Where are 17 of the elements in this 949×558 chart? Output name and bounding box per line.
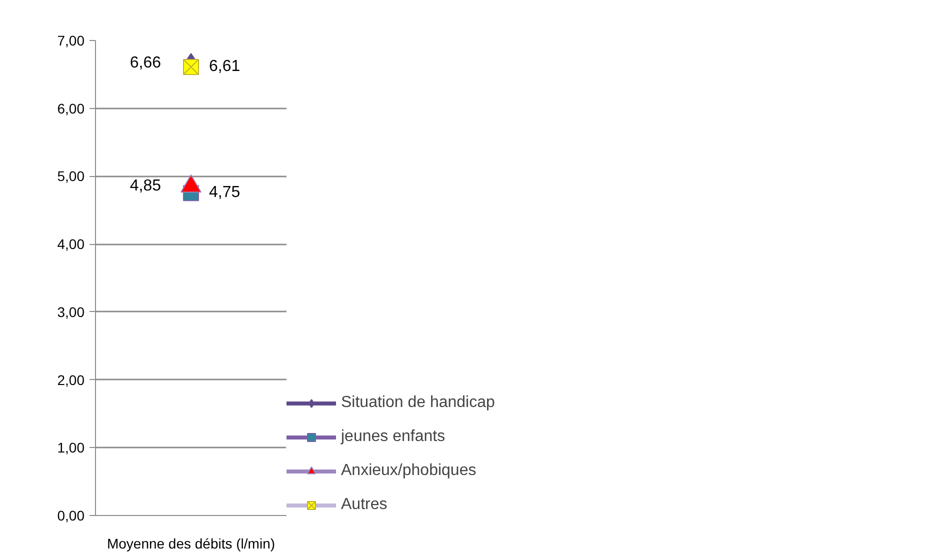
legend-label: Autres [341, 496, 388, 514]
y-tick-label: 4,00 [57, 236, 85, 252]
data-label: 4,75 [209, 184, 240, 202]
y-tick-label: 6,00 [57, 100, 85, 116]
y-tick-label: 0,00 [57, 508, 85, 524]
legend-label: jeunes enfants [341, 428, 446, 446]
data-label: 6,61 [209, 58, 240, 75]
y-tick-label: 2,00 [57, 372, 85, 388]
legend-label: Anxieux/phobiques [341, 462, 476, 480]
data-label: 4,85 [130, 177, 162, 194]
y-tick-label: 5,00 [57, 168, 85, 184]
legend-label: Situation de handicap [341, 394, 495, 412]
x-tick-label: Moyenne des débits (l/min) [106, 536, 276, 552]
data-label: 6,66 [130, 54, 162, 72]
y-tick-label: 3,00 [57, 304, 85, 320]
y-tick-label: 1,00 [57, 440, 85, 456]
y-tick-label: 7,00 [57, 32, 85, 48]
